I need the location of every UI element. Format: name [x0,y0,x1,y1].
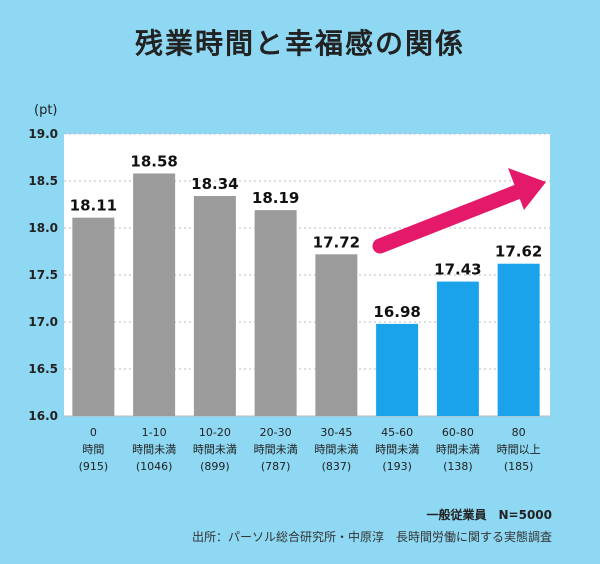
trend-arrow [372,168,546,254]
bar [376,323,419,416]
bar [497,263,540,416]
x-tick-label: 20-30 [260,426,292,439]
trend-arrow-shaft [372,182,530,254]
bar-value-label: 18.34 [191,175,238,193]
x-tick-label: 時間未満 [314,443,358,456]
bars [72,173,540,416]
y-tick-label: 18.5 [28,174,58,188]
bar [193,196,236,416]
y-tick-label: 16.0 [28,409,58,423]
x-tick-label: (899) [200,460,230,473]
y-tick-label: 17.0 [28,315,58,329]
y-tick-label: 16.5 [28,362,58,376]
bar-value-label: 17.62 [495,243,542,261]
chart-title: 残業時間と幸福感の関係 [134,27,465,60]
x-tick-label: (915) [79,460,109,473]
x-tick-label: (1046) [136,460,173,473]
bar [436,281,479,416]
x-tick-label: (138) [443,460,473,473]
y-axis-unit: (pt) [34,103,58,118]
bar-value-label: 17.43 [434,261,481,279]
source-note: 出所：パーソル総合研究所・中原淳 長時間労働に関する実態調査 [191,530,552,544]
sample-note: 一般従業員 N=5000 [426,508,553,522]
bar-value-label: 18.19 [252,189,299,207]
x-tick-label: 10-20 [199,426,231,439]
x-tick-label: (193) [382,460,412,473]
y-tick-label: 17.5 [28,268,58,282]
x-tick-label: 時間以上 [497,443,541,456]
x-tick-label: 時間未満 [193,443,237,456]
x-tick-label: 45-60 [381,426,413,439]
x-tick-label: 30-45 [320,426,352,439]
x-tick-label: 時間未満 [375,443,419,456]
y-tick-label: 19.0 [28,127,58,141]
x-tick-label: (185) [504,460,534,473]
x-tick-label: 時間未満 [254,443,298,456]
bar [254,210,297,416]
y-tick-label: 18.0 [28,221,58,235]
bar [72,217,115,416]
x-tick-label: 0 [90,426,97,439]
x-tick-label: 60-80 [442,426,474,439]
x-tick-label: 時間 [82,443,104,456]
bar-value-label: 18.11 [70,197,117,215]
bar-value-label: 17.72 [313,233,360,251]
x-tick-label: 時間未満 [132,443,176,456]
x-tick-label: 1-10 [142,426,167,439]
value-labels: 18.11 18.58 18.34 18.19 17.72 16.98 17.43 17.62 [70,152,543,320]
bar [133,173,176,416]
x-tick-label: (787) [261,460,291,473]
trend-arrow-head [508,168,546,210]
y-axis-ticks: 16.0 16.5 17.0 17.5 18.0 18.5 19.0 [28,127,58,423]
bar-value-label: 18.58 [130,152,177,170]
x-tick-label: (837) [322,460,352,473]
bar [315,254,358,416]
bar-value-label: 16.98 [373,303,420,321]
x-tick-label: 時間未満 [436,443,480,456]
x-axis-labels: 0 時間 (915) 1-10 時間未満 (1046) 10-20 時間未満 (899) 20-3… [79,426,541,473]
x-tick-label: 80 [512,426,526,439]
